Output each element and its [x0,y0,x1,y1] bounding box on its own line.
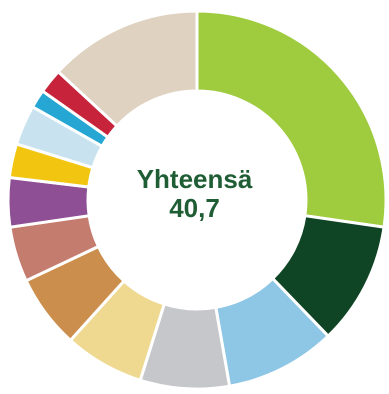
donut-slice-1 [195,9,388,229]
donut-slice-13 [56,9,199,129]
